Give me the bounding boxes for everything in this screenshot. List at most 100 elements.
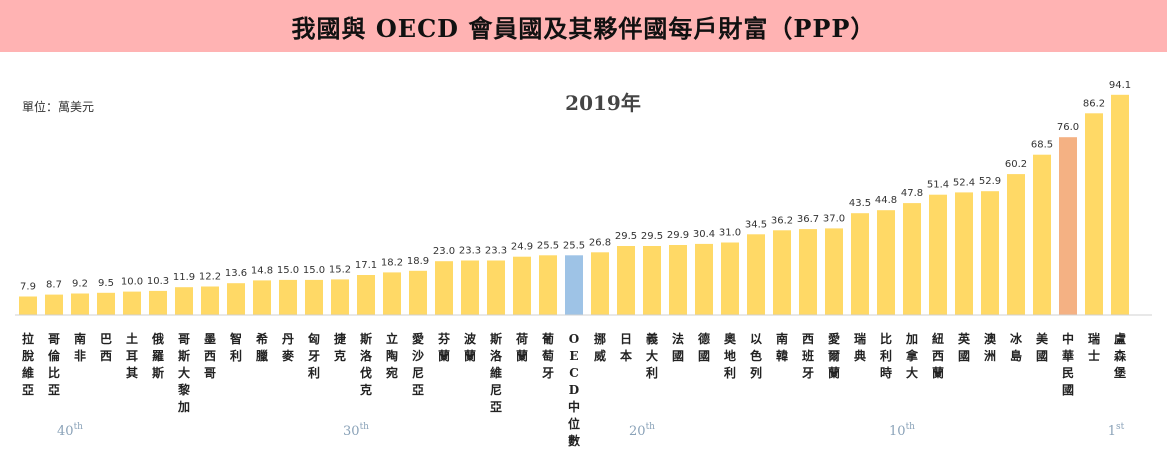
title-banner: 我國與 OECD 會員國及其夥伴國每戶財富（PPP） bbox=[0, 0, 1167, 52]
category-label-17: 波蘭 bbox=[464, 331, 477, 363]
bar-38 bbox=[1007, 174, 1025, 315]
category-label-38: 冰島 bbox=[1010, 331, 1023, 363]
bar-29 bbox=[773, 230, 791, 315]
bar-13 bbox=[357, 275, 375, 315]
category-label-11: 匈牙利 bbox=[307, 331, 320, 380]
bar-7 bbox=[201, 286, 219, 315]
data-label-23: 29.5 bbox=[615, 231, 637, 242]
category-label-16: 芬蘭 bbox=[437, 331, 451, 363]
category-label-2: 南非 bbox=[74, 331, 86, 363]
bar-4 bbox=[123, 291, 141, 315]
data-label-16: 23.0 bbox=[433, 246, 455, 257]
data-label-31: 37.0 bbox=[823, 213, 845, 224]
data-label-5: 10.3 bbox=[147, 276, 169, 287]
data-label-33: 44.8 bbox=[875, 195, 897, 206]
rank-marker-0: 40th bbox=[57, 422, 83, 439]
bar-39 bbox=[1033, 154, 1051, 315]
data-label-18: 23.3 bbox=[485, 246, 507, 257]
bar-17 bbox=[461, 260, 479, 315]
category-label-1: 哥倫比亞 bbox=[48, 332, 61, 397]
bar-2 bbox=[71, 293, 89, 315]
bars-layer: 7.9 8.7 9.2 9.5 10.0 10.3 11.9 12.2 13.6 14.8 15.0… bbox=[19, 80, 1131, 315]
data-label-9: 14.8 bbox=[251, 265, 273, 276]
bar-36 bbox=[955, 192, 973, 315]
data-label-41: 86.2 bbox=[1083, 98, 1105, 109]
data-label-7: 12.2 bbox=[199, 272, 221, 283]
category-label-0: 拉脫維亞 bbox=[22, 331, 35, 397]
data-label-25: 29.9 bbox=[667, 230, 689, 241]
bar-22 bbox=[591, 252, 609, 315]
data-label-28: 34.5 bbox=[745, 219, 767, 230]
bar-16 bbox=[435, 261, 453, 315]
bar-1 bbox=[45, 294, 63, 315]
data-label-3: 9.5 bbox=[98, 278, 114, 289]
bar-25 bbox=[669, 245, 687, 315]
category-label-42: 盧森堡 bbox=[1114, 331, 1127, 380]
data-label-27: 31.0 bbox=[719, 228, 741, 239]
category-label-21: O E C D 中位數 bbox=[568, 332, 580, 448]
data-label-11: 15.0 bbox=[303, 265, 325, 276]
bar-5 bbox=[149, 290, 167, 315]
data-label-22: 26.8 bbox=[589, 237, 611, 248]
unit-label: 單位：萬美元 bbox=[22, 100, 95, 114]
category-label-28: 以色列 bbox=[750, 332, 762, 380]
bar-9 bbox=[253, 280, 271, 315]
data-label-1: 8.7 bbox=[46, 280, 62, 291]
data-label-37: 52.9 bbox=[979, 176, 1001, 187]
bar-21 bbox=[565, 255, 583, 315]
data-label-8: 13.6 bbox=[225, 268, 247, 279]
data-label-17: 23.3 bbox=[459, 246, 481, 257]
data-label-40: 76.0 bbox=[1057, 122, 1079, 133]
category-label-15: 愛沙尼亞 bbox=[412, 331, 424, 397]
bar-31 bbox=[825, 228, 843, 315]
bar-42 bbox=[1111, 94, 1129, 315]
bar-35 bbox=[929, 194, 947, 315]
data-label-0: 7.9 bbox=[20, 282, 36, 293]
rank-marker-1: 30th bbox=[343, 422, 369, 439]
category-label-20: 葡萄牙 bbox=[541, 331, 554, 380]
data-label-19: 24.9 bbox=[511, 242, 533, 253]
category-label-22: 挪威 bbox=[594, 331, 606, 363]
data-label-13: 17.1 bbox=[355, 260, 377, 271]
category-label-29: 南韓 bbox=[776, 331, 788, 363]
category-label-9: 希臘 bbox=[255, 331, 268, 363]
data-label-38: 60.2 bbox=[1005, 159, 1027, 170]
category-label-39: 美國 bbox=[1036, 331, 1049, 363]
bar-0 bbox=[19, 296, 37, 315]
bar-20 bbox=[539, 255, 557, 315]
bar-15 bbox=[409, 270, 427, 315]
category-label-4: 土耳其 bbox=[126, 331, 138, 380]
data-label-20: 25.5 bbox=[537, 240, 559, 251]
bar-26 bbox=[695, 243, 713, 315]
data-label-30: 36.7 bbox=[797, 214, 819, 225]
bar-10 bbox=[279, 279, 297, 315]
category-label-41: 瑞士 bbox=[1088, 331, 1100, 363]
category-label-40: 中華民國 bbox=[1062, 331, 1074, 397]
bar-14 bbox=[383, 272, 401, 315]
rank-marker-4: 1st bbox=[1108, 422, 1125, 439]
category-label-13: 斯洛伐克 bbox=[360, 331, 373, 397]
bar-28 bbox=[747, 234, 765, 315]
category-label-6: 哥斯大黎加 bbox=[177, 332, 190, 414]
data-label-14: 18.2 bbox=[381, 257, 403, 268]
data-label-26: 30.4 bbox=[693, 229, 715, 240]
bar-27 bbox=[721, 242, 739, 315]
category-label-35: 紐西蘭 bbox=[932, 331, 944, 380]
bar-37 bbox=[981, 191, 999, 315]
category-label-14: 立陶宛 bbox=[385, 331, 398, 380]
category-label-8: 智利 bbox=[229, 331, 242, 363]
data-label-42: 94.1 bbox=[1109, 80, 1131, 91]
category-label-27: 奧地利 bbox=[723, 331, 737, 380]
data-label-12: 15.2 bbox=[329, 264, 351, 275]
data-label-39: 68.5 bbox=[1031, 140, 1053, 151]
data-label-21: 25.5 bbox=[563, 240, 585, 251]
data-label-15: 18.9 bbox=[407, 256, 429, 267]
category-label-12: 捷克 bbox=[334, 331, 347, 363]
category-label-37: 澳洲 bbox=[984, 331, 997, 363]
category-label-3: 巴西 bbox=[100, 332, 112, 363]
bar-19 bbox=[513, 256, 531, 315]
page-title: 我國與 OECD 會員國及其夥伴國每戶財富（PPP） bbox=[291, 13, 876, 43]
category-label-19: 荷蘭 bbox=[515, 331, 528, 363]
category-label-26: 德國 bbox=[698, 331, 710, 363]
bar-30 bbox=[799, 229, 817, 315]
